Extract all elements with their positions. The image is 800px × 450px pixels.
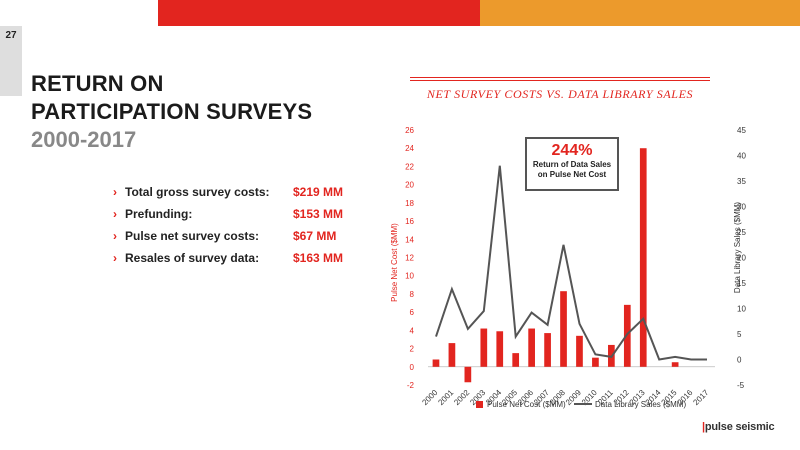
bar-net-cost — [639, 148, 647, 367]
bullet-label: Total gross survey costs: — [125, 185, 270, 199]
slide-title-line2: PARTICIPATION SURVEYS — [31, 99, 313, 124]
bullet-item: › Total gross survey costs: $219 MM — [113, 185, 373, 207]
x-tick-label: 2017 — [691, 388, 710, 407]
callout-line2: on Pulse Net Cost — [537, 170, 607, 179]
bar-net-cost — [448, 343, 456, 367]
top-red-bar — [158, 0, 480, 26]
y2-tick-label: -5 — [737, 381, 745, 390]
bullet-value: $67 MM — [293, 229, 337, 243]
pulse-seismic-logo: |pulse seismic — [702, 421, 775, 433]
callout-percent: 244% — [551, 142, 593, 159]
bar-net-cost — [432, 359, 440, 367]
bar-net-cost — [512, 353, 520, 367]
y2-tick-label: 15 — [737, 279, 746, 288]
bullet-label: Prefunding: — [125, 207, 193, 221]
bar-net-cost — [544, 333, 551, 367]
bullet-item: › Pulse net survey costs: $67 MM — [113, 229, 373, 251]
logo-mark: | — [702, 421, 705, 433]
chart-area: -202468101214161820222426-50510152025303… — [390, 126, 746, 409]
y-tick-label: -2 — [407, 381, 415, 390]
y2-tick-label: 0 — [737, 356, 742, 365]
series-line-data-library-sales — [435, 165, 707, 361]
bullet-item: › Resales of survey data: $163 MM — [113, 251, 373, 273]
bar-net-cost — [576, 335, 583, 367]
bullet-label: Resales of survey data: — [125, 251, 260, 265]
chevron-right-icon: › — [113, 229, 117, 243]
y2-tick-label: 25 — [737, 228, 746, 237]
bar-net-cost — [560, 291, 567, 367]
page-number: 27 — [5, 30, 17, 41]
y-tick-label: 4 — [410, 326, 415, 335]
chart-title-rule — [410, 80, 710, 81]
y-tick-label: 10 — [405, 272, 414, 281]
y2-tick-label: 10 — [737, 305, 746, 314]
bar-net-cost — [480, 328, 488, 367]
y-tick-label: 18 — [405, 199, 414, 208]
legend-swatch-net-cost — [476, 401, 483, 408]
y-tick-label: 8 — [410, 290, 415, 299]
y2-tick-label: 45 — [737, 126, 746, 135]
page-tab — [0, 26, 22, 96]
top-orange-bar — [480, 0, 800, 26]
bar-net-cost — [464, 366, 472, 383]
y-tick-label: 20 — [405, 181, 414, 190]
bullet-value: $153 MM — [293, 207, 344, 221]
callout-line1: Return of Data Sales — [532, 160, 612, 169]
y2-tick-label: 5 — [737, 330, 742, 339]
y-tick-label: 16 — [405, 217, 414, 226]
bullet-list: › Total gross survey costs: $219 MM › Pr… — [113, 185, 373, 273]
slide-title-line1: RETURN ON — [31, 71, 164, 96]
y-tick-label: 2 — [410, 345, 415, 354]
chevron-right-icon: › — [113, 207, 117, 221]
bullet-value: $163 MM — [293, 251, 344, 265]
x-tick-label: 2001 — [436, 388, 455, 407]
logo-text: pulse seismic — [704, 421, 775, 433]
x-tick-label: 2000 — [420, 388, 439, 407]
bar-net-cost — [592, 357, 599, 367]
y2-axis-title: Data Library Sales ($MM) — [733, 202, 742, 293]
bar-net-cost — [528, 328, 535, 367]
chevron-right-icon: › — [113, 251, 117, 265]
y-tick-label: 24 — [405, 144, 414, 153]
y-tick-label: 12 — [405, 254, 414, 263]
bullet-item: › Prefunding: $153 MM — [113, 207, 373, 229]
x-tick-label: 2002 — [452, 388, 471, 407]
chevron-right-icon: › — [113, 185, 117, 199]
chart-title: NET SURVEY COSTS VS. DATA LIBRARY SALES — [426, 87, 694, 101]
chart-title-rule — [410, 77, 710, 78]
slide-subtitle-years: 2000-2017 — [31, 127, 137, 152]
y-tick-label: 0 — [410, 363, 415, 372]
y2-tick-label: 20 — [737, 254, 746, 263]
y-tick-label: 26 — [405, 126, 414, 135]
y-tick-label: 14 — [405, 235, 414, 244]
legend-label-net-cost: Pulse Net Cost ($MM) — [487, 400, 566, 409]
bullet-label: Pulse net survey costs: — [125, 229, 260, 243]
y2-tick-label: 30 — [737, 203, 746, 212]
y-tick-label: 22 — [405, 162, 414, 171]
return-callout: 244% Return of Data Sales on Pulse Net C… — [525, 137, 619, 191]
bar-net-cost — [496, 331, 504, 367]
y-tick-label: 6 — [410, 308, 415, 317]
y2-tick-label: 35 — [737, 177, 746, 186]
bullet-value: $219 MM — [293, 185, 344, 199]
legend-label-data-library-sales: Data Library Sales ($MM) — [595, 400, 686, 409]
y-axis-title: Pulse Net Cost ($MM) — [390, 223, 399, 302]
bar-net-cost — [671, 362, 679, 367]
bar-net-cost — [623, 304, 631, 367]
y2-tick-label: 40 — [737, 152, 746, 161]
